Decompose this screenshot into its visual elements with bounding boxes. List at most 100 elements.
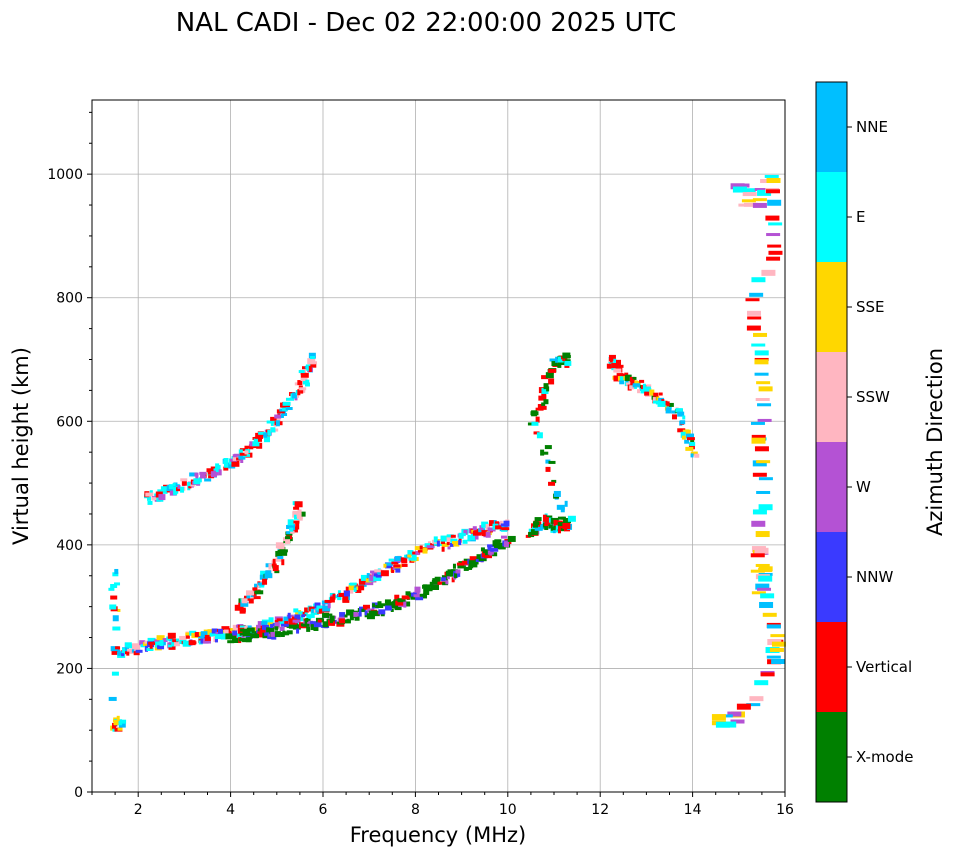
echo-point xyxy=(752,472,767,477)
echo-point xyxy=(653,392,659,397)
echo-point xyxy=(613,368,622,373)
echo-point xyxy=(533,521,540,526)
echo-point xyxy=(155,641,164,648)
echo-point xyxy=(346,609,354,616)
echo-point xyxy=(176,487,184,492)
echo-point xyxy=(135,649,143,653)
echo-point xyxy=(531,421,539,426)
echo-point xyxy=(492,552,498,557)
echo-point xyxy=(755,531,770,538)
echo-point xyxy=(644,391,650,396)
echo-point xyxy=(200,474,206,479)
echo-point xyxy=(296,628,300,634)
echo-point xyxy=(680,431,686,438)
echo-point xyxy=(271,563,277,567)
echo-point xyxy=(180,478,188,482)
echo-point xyxy=(548,368,557,373)
echo-point xyxy=(249,441,254,447)
x-tick-label: 16 xyxy=(776,802,794,818)
colorbar-segment xyxy=(816,172,847,262)
echo-point xyxy=(204,478,212,482)
echo-point xyxy=(294,501,303,508)
echo-point xyxy=(350,612,357,618)
echo-point xyxy=(727,711,742,717)
echo-point xyxy=(411,554,417,561)
echo-point xyxy=(541,402,546,409)
echo-point xyxy=(299,387,307,391)
echo-point xyxy=(264,436,271,443)
echo-point xyxy=(272,565,279,572)
echo-point xyxy=(564,500,568,507)
echo-point xyxy=(544,522,552,527)
echo-point xyxy=(232,456,239,461)
echo-point xyxy=(297,509,302,515)
echo-point xyxy=(274,626,279,630)
echo-point xyxy=(671,410,677,414)
echo-point xyxy=(751,437,766,444)
echo-point xyxy=(172,639,179,643)
echo-point xyxy=(419,593,426,597)
echo-point xyxy=(304,611,308,615)
echo-point xyxy=(639,379,645,383)
echo-point xyxy=(147,494,152,501)
data-points xyxy=(108,174,786,732)
echo-point xyxy=(532,526,538,530)
echo-point xyxy=(172,483,180,490)
echo-point xyxy=(682,415,686,420)
echo-point xyxy=(379,603,388,607)
echo-point xyxy=(742,192,757,197)
echo-point xyxy=(372,603,376,608)
echo-point xyxy=(758,386,773,392)
echo-point xyxy=(563,517,572,523)
echo-point xyxy=(455,569,461,574)
colorbar-tick-label: W xyxy=(856,478,871,496)
echo-point xyxy=(217,628,223,634)
echo-point xyxy=(545,372,554,379)
echo-point xyxy=(305,379,310,385)
echo-point xyxy=(485,524,490,531)
echo-point xyxy=(388,558,397,562)
echo-point xyxy=(112,615,119,622)
echo-point xyxy=(223,458,229,465)
echo-point xyxy=(562,359,571,363)
echo-point xyxy=(285,397,294,401)
echo-point xyxy=(246,590,255,596)
echo-point xyxy=(541,387,549,394)
echo-point xyxy=(680,420,686,425)
echo-point xyxy=(637,389,641,394)
echo-point xyxy=(223,462,232,468)
echo-point xyxy=(214,636,218,643)
echo-point xyxy=(427,587,433,592)
echo-point xyxy=(157,645,165,650)
echo-point xyxy=(289,527,294,532)
echo-point xyxy=(394,556,402,562)
echo-point xyxy=(168,643,176,650)
echo-point xyxy=(251,629,255,633)
echo-point xyxy=(751,591,766,595)
echo-point xyxy=(746,325,761,331)
echo-point xyxy=(298,517,303,521)
echo-point xyxy=(109,604,117,610)
echo-point xyxy=(538,405,547,410)
echo-point xyxy=(210,466,216,470)
echo-point xyxy=(766,624,781,629)
echo-point xyxy=(503,541,509,548)
echo-point xyxy=(177,484,181,489)
echo-point xyxy=(468,560,475,567)
echo-point xyxy=(543,516,550,522)
echo-point xyxy=(458,532,464,539)
echo-point xyxy=(656,395,660,402)
echo-point xyxy=(487,544,496,548)
echo-point xyxy=(758,477,773,481)
echo-point xyxy=(215,464,221,471)
echo-point xyxy=(225,633,234,640)
echo-point xyxy=(268,617,274,624)
echo-point xyxy=(771,658,786,664)
echo-point xyxy=(293,608,299,613)
echo-point xyxy=(675,408,683,413)
echo-point xyxy=(380,570,389,577)
echo-point xyxy=(210,471,217,478)
echo-point xyxy=(282,630,286,635)
echo-point xyxy=(471,529,475,533)
echo-point xyxy=(750,553,765,558)
